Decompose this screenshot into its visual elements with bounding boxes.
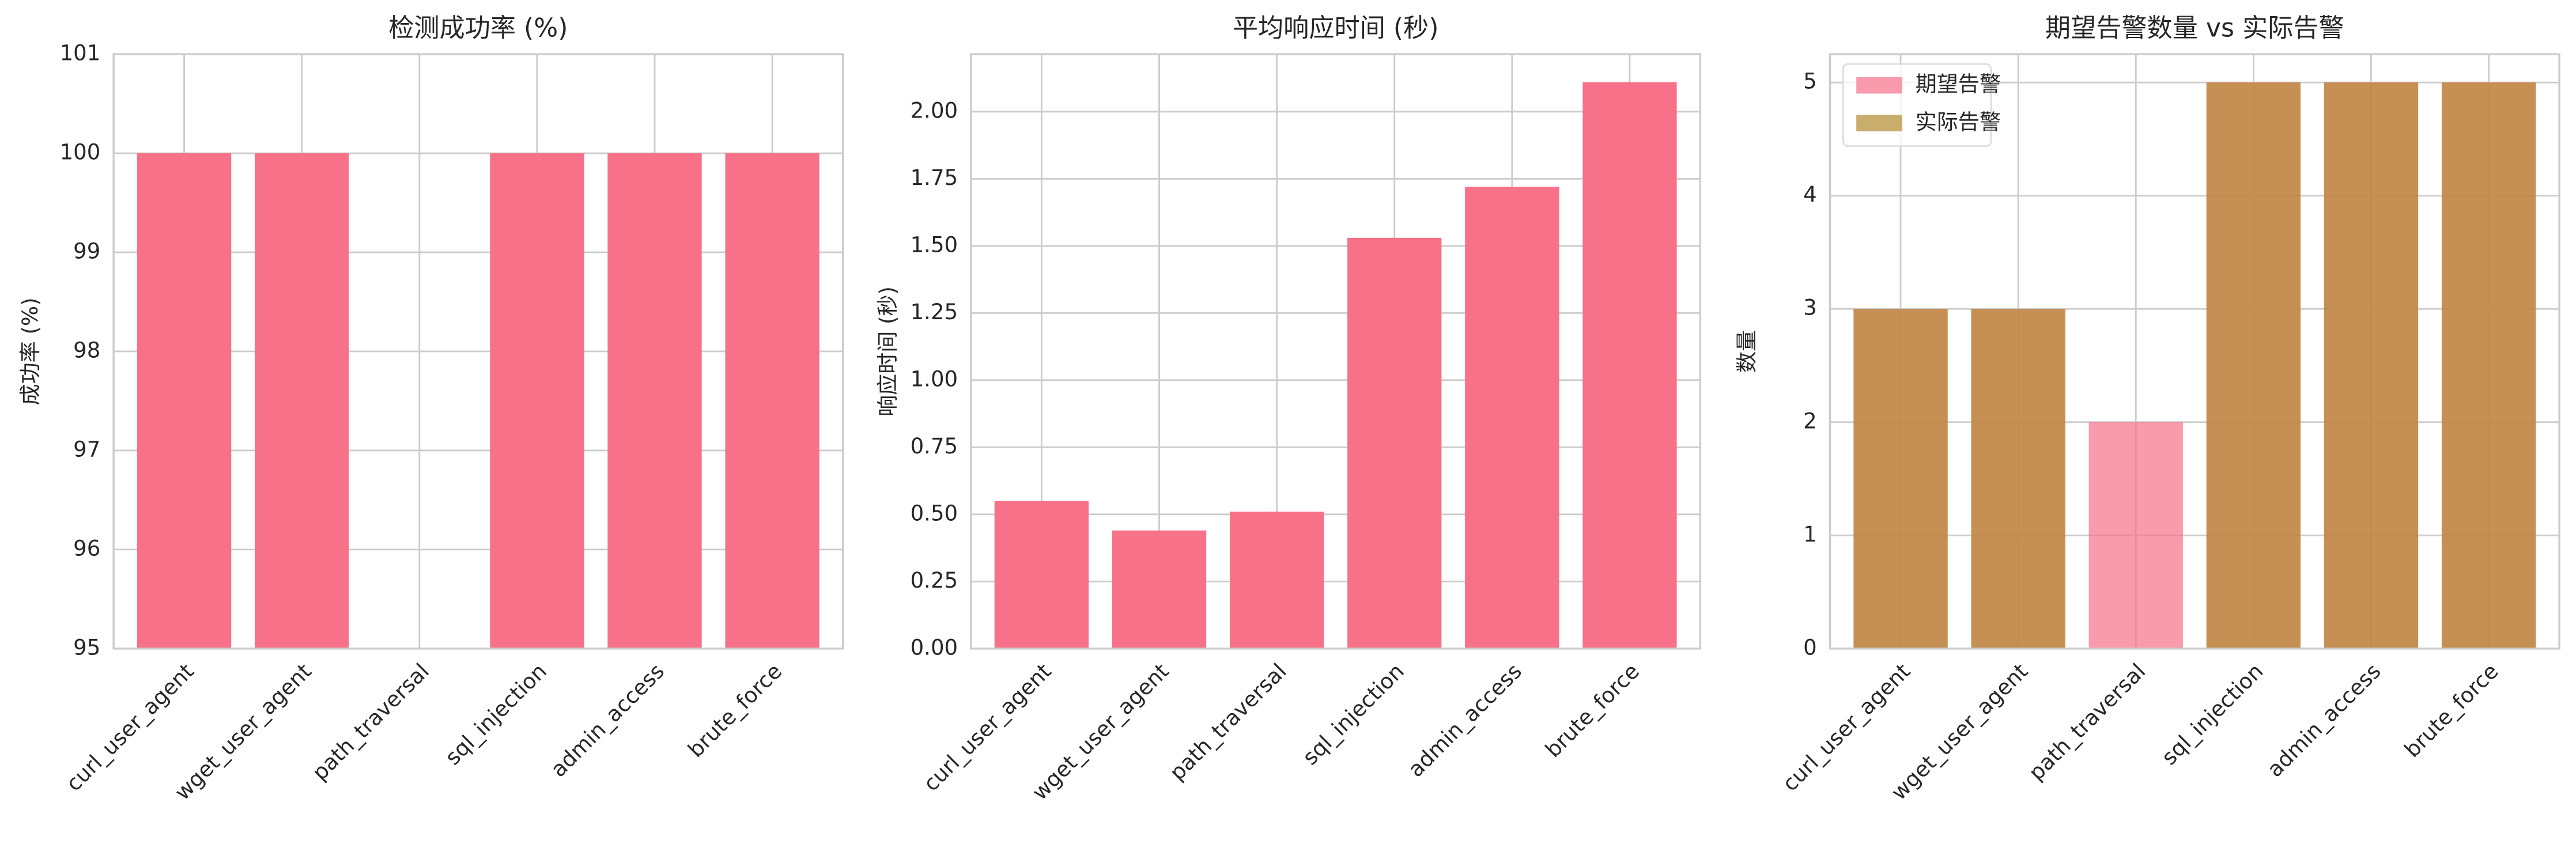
y-tick-label: 0.75 [911, 434, 958, 459]
y-tick-label: 96 [73, 536, 100, 561]
bar [2324, 82, 2419, 649]
x-tick-label: brute_force [2400, 658, 2503, 762]
x-tick-label: admin_access [1403, 658, 1527, 782]
bar [1971, 309, 2065, 649]
y-tick-label: 1 [1803, 522, 1817, 547]
bar [1229, 512, 1324, 649]
y-tick-label: 1.00 [911, 366, 958, 391]
bar [490, 153, 584, 649]
legend-swatch [1856, 77, 1902, 94]
x-tick-label: sql_injection [2157, 658, 2268, 770]
bar [725, 153, 819, 649]
y-tick-label: 5 [1803, 69, 1817, 94]
y-tick-label: 1.50 [911, 232, 958, 257]
y-tick-label: 1.75 [911, 165, 958, 190]
bar [255, 153, 349, 649]
bar [137, 153, 232, 649]
bar [1112, 530, 1207, 649]
x-tick-label: curl_user_agent [919, 658, 1056, 796]
legend-label: 实际告警 [1916, 109, 2001, 134]
x-tick-label: sql_injection [1298, 658, 1409, 770]
y-tick-label: 0.50 [911, 501, 958, 525]
chart-title: 期望告警数量 vs 实际告警 [2045, 13, 2344, 43]
y-tick-label: 1.25 [911, 300, 958, 324]
x-tick-label: brute_force [683, 658, 787, 762]
bar [2088, 422, 2183, 649]
y-tick-label: 0 [1803, 635, 1817, 660]
bar [1465, 187, 1559, 649]
y-tick-label: 3 [1803, 296, 1817, 320]
x-tick-label: admin_access [2263, 658, 2386, 782]
x-tick-label: sql_injection [440, 658, 552, 770]
y-tick-label: 98 [73, 338, 100, 362]
axes-frame [112, 53, 844, 650]
x-tick-label: curl_user_agent [61, 658, 198, 796]
legend-label: 期望告警 [1916, 72, 2001, 97]
y-tick-label: 100 [60, 140, 101, 165]
bar [1347, 237, 1442, 649]
bar [2441, 82, 2536, 649]
x-tick-label: path_traversal [307, 658, 434, 785]
y-tick-label: 2.00 [911, 98, 958, 123]
bar [1853, 309, 1948, 649]
y-tick-label: 0.00 [911, 635, 958, 660]
y-tick-label: 99 [73, 239, 100, 263]
y-tick-label: 0.25 [911, 568, 958, 593]
y-tick-label: 101 [60, 41, 101, 66]
bar [607, 153, 702, 649]
chart-title: 检测成功率 (%) [388, 13, 568, 43]
y-axis-label: 响应时间 (秒) [875, 286, 900, 417]
x-tick-label: path_traversal [1165, 658, 1291, 785]
y-tick-label: 4 [1803, 182, 1817, 207]
legend-swatch [1856, 115, 1902, 132]
axes-frame [1829, 53, 2560, 650]
x-tick-label: brute_force [1540, 658, 1644, 762]
axes-frame [970, 53, 1702, 650]
x-tick-label: curl_user_agent [1778, 658, 1915, 796]
x-tick-label: path_traversal [2024, 658, 2151, 785]
plot-area [1853, 82, 2536, 649]
y-tick-label: 97 [73, 437, 100, 461]
bar [2206, 82, 2301, 649]
y-tick-label: 2 [1803, 408, 1817, 433]
plot-area [137, 153, 819, 649]
y-axis-label: 成功率 (%) [18, 297, 43, 405]
y-axis-label: 数量 [1735, 330, 1759, 373]
bar [1582, 82, 1677, 649]
chart-title: 平均响应时间 (秒) [1233, 13, 1439, 43]
plot-area [994, 82, 1677, 649]
bar [994, 501, 1089, 649]
y-tick-label: 95 [73, 635, 100, 660]
x-tick-label: admin_access [546, 658, 669, 782]
